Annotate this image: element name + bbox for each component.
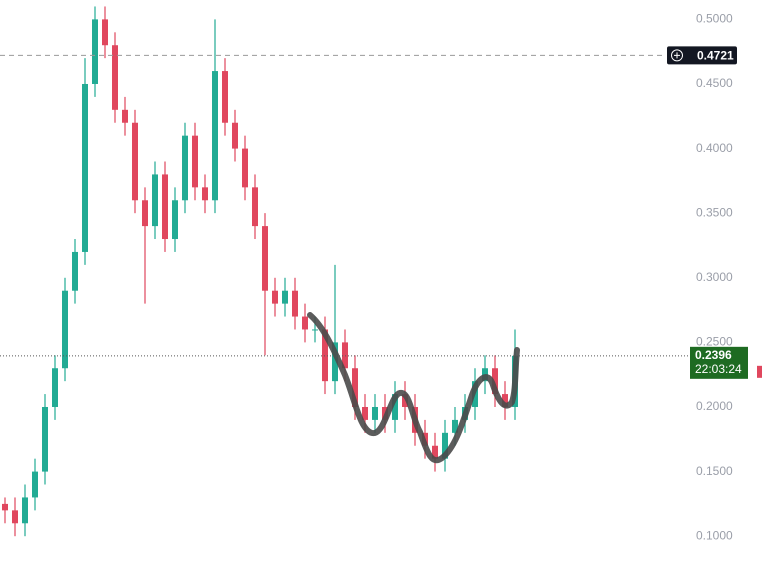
candle-body (352, 368, 358, 407)
marker-icon (671, 49, 683, 62)
candle-body (222, 71, 228, 123)
candle-body (432, 445, 438, 459)
y-tick-label: 0.1500 (696, 464, 733, 478)
last-price-box (690, 346, 748, 379)
y-tick-label: 0.2500 (696, 335, 733, 349)
marker-price-box (667, 46, 737, 65)
candle-body (492, 368, 498, 395)
candle-body (92, 19, 98, 84)
candle-body (312, 329, 318, 331)
marker-icon (674, 52, 680, 59)
candle-body (202, 187, 208, 201)
candle-body (142, 200, 148, 227)
y-tick-label: 0.5000 (696, 12, 733, 26)
candle-body (192, 135, 198, 188)
candle-body (252, 187, 258, 227)
y-tick-label: 0.4000 (696, 141, 733, 155)
candle-body (442, 432, 448, 459)
candle-body (132, 122, 138, 201)
candle-body (232, 122, 238, 149)
candle-body (292, 290, 298, 317)
candle-body (322, 329, 328, 382)
candle-body (172, 200, 178, 240)
y-tick-label: 0.3000 (696, 270, 733, 284)
y-tick-label: 0.2000 (696, 399, 733, 413)
edge-marker (757, 365, 762, 378)
y-tick-label: 0.4500 (696, 76, 733, 90)
candle-body (152, 174, 158, 227)
candle-body (182, 135, 188, 201)
candle-body (122, 109, 128, 123)
candle-body (342, 342, 348, 369)
candle-body (372, 406, 378, 420)
marker-price-label: 0.4721 (697, 49, 734, 63)
candle-body (82, 83, 88, 252)
candle-body (22, 497, 28, 524)
candle-body (72, 251, 78, 291)
candle-body (242, 148, 248, 188)
y-tick-label: 0.1000 (696, 528, 733, 542)
candle-body (502, 394, 508, 407)
countdown-label: 22:03:24 (695, 362, 742, 376)
candle-body (332, 342, 338, 382)
candle-body (42, 406, 48, 472)
candle-body (102, 19, 108, 46)
candle-body (12, 510, 18, 524)
candle-body (212, 71, 218, 201)
candle-body (392, 394, 398, 420)
y-tick-label: 0.3500 (696, 205, 733, 219)
last-price-label: 0.2396 (695, 348, 732, 362)
candle-body (282, 290, 288, 304)
candle-body (272, 290, 278, 304)
candle-body (32, 471, 38, 498)
candle-body (162, 174, 168, 240)
drawn-pattern (307, 312, 520, 464)
candle-body (452, 419, 458, 433)
candle-body (302, 316, 308, 330)
candle-body (112, 45, 118, 110)
candles (2, 6, 518, 537)
candle-body (362, 406, 368, 420)
candle-body (262, 226, 268, 291)
candle-body (52, 368, 58, 407)
candle-body (2, 503, 8, 511)
candle-body (62, 290, 68, 369)
